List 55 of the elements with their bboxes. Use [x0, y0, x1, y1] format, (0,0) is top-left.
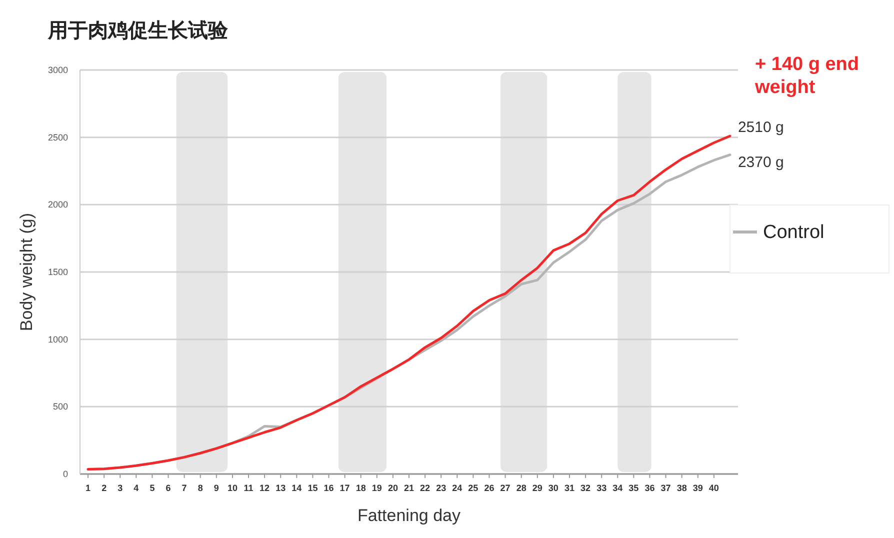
y-tick-label: 500	[52, 402, 68, 412]
chart-title: 用于肉鸡促生长试验	[47, 20, 229, 42]
annotation: 2370 g	[738, 154, 784, 171]
legend-label: Control	[763, 222, 824, 243]
x-tick-label: 11	[244, 483, 254, 493]
y-axis-title: Body weight (g)	[17, 212, 36, 332]
x-tick-label: 10	[227, 483, 238, 493]
annotation: 2510 g	[738, 118, 784, 136]
x-tick-label: 23	[436, 483, 446, 493]
x-tick-label: 17	[340, 483, 350, 493]
x-tick-label: 12	[260, 483, 270, 493]
x-tick-label: 36	[644, 483, 655, 493]
x-tick-label: 7	[182, 483, 187, 493]
x-tick-label: 39	[692, 483, 703, 493]
x-tick-label: 13	[276, 483, 286, 493]
x-tick-label: 40	[708, 483, 719, 493]
x-tick-label: 29	[532, 483, 542, 493]
y-tick-label: 1500	[48, 267, 68, 277]
x-tick-label: 19	[372, 483, 382, 493]
y-tick-label: 2500	[48, 132, 68, 142]
x-tick-label: 6	[166, 483, 171, 493]
x-tick-label: 32	[580, 483, 591, 493]
x-tick-label: 28	[516, 483, 526, 493]
x-tick-label: 22	[420, 483, 430, 493]
x-tick-label: 25	[468, 483, 478, 493]
x-tick-label: 9	[214, 483, 219, 493]
x-tick-label: 15	[308, 483, 318, 493]
x-tick-label: 8	[198, 483, 203, 493]
x-tick-label: 3	[118, 483, 123, 493]
x-tick-label: 34	[612, 483, 623, 493]
x-tick-label: 16	[324, 483, 334, 493]
x-tick-label: 24	[452, 483, 462, 493]
x-axis-title: Fattening day	[357, 506, 462, 525]
x-tick-label: 27	[500, 483, 510, 493]
text: + 140 g end weight	[754, 54, 860, 98]
x-tick-label: 35	[628, 483, 639, 493]
x-tick-label: 21	[404, 483, 414, 493]
y-tick-label: 2000	[48, 200, 68, 210]
x-tick-label: 4	[134, 483, 139, 493]
legend: Control	[730, 204, 890, 274]
x-tick-label: 1	[86, 483, 91, 493]
x-tick-label: 20	[388, 483, 398, 493]
x-tick-label: 37	[660, 483, 671, 493]
y-tick-label: 3000	[48, 65, 68, 75]
x-tick-label: 33	[596, 483, 607, 493]
x-tick-label: 30	[548, 483, 558, 493]
x-tick-label: 5	[150, 483, 155, 493]
x-tick-label: 31	[564, 483, 574, 493]
x-tick-label: 38	[676, 483, 687, 493]
y-tick-label: 1000	[48, 334, 68, 344]
x-tick-label: 26	[484, 483, 494, 493]
x-tick-label: 18	[356, 483, 366, 493]
x-tick-label: 2	[102, 483, 107, 493]
x-tick-label: 14	[292, 483, 302, 493]
y-tick-label: 0	[62, 469, 68, 479]
